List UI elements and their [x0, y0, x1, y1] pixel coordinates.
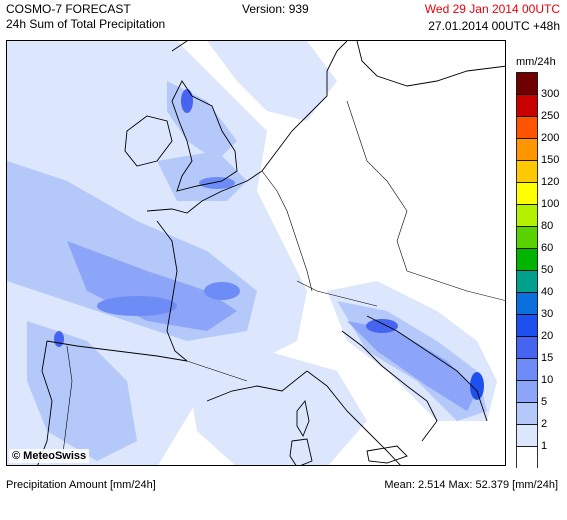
legend-swatch [516, 402, 538, 425]
legend-swatch [516, 248, 538, 271]
coast-corsica [296, 399, 310, 438]
legend-swatch [516, 72, 538, 95]
legend-label: 120 [541, 176, 560, 188]
precip-area-mediterranean [187, 351, 367, 465]
coast-north-sea [261, 41, 348, 172]
coast-sardinia [289, 438, 313, 465]
border-central-europe [406, 270, 505, 301]
coast-med-france [206, 370, 308, 402]
legend-swatch [516, 314, 538, 337]
legend-swatch [516, 204, 538, 227]
legend-unit: mm/24h [516, 56, 556, 68]
legend-swatch [516, 292, 538, 315]
footer-statistics: Mean: 2.514 Max: 52.379 [mm/24h] [384, 479, 558, 491]
product-title: 24h Sum of Total Precipitation [6, 17, 166, 31]
border-alps [296, 280, 378, 307]
legend-label: 2 [541, 418, 548, 430]
legend-label: 300 [541, 88, 560, 100]
precip-core-balkan [347, 321, 477, 411]
border-germany-east [346, 100, 408, 272]
legend-label: 20 [541, 330, 554, 342]
legend-swatch [516, 424, 538, 447]
precip-core-greece [470, 372, 484, 400]
legend-label: 200 [541, 132, 560, 144]
border-spain-portugal [61, 345, 73, 462]
precip-band-channel [157, 151, 247, 201]
legend-label: 10 [541, 374, 554, 386]
precip-band-south-west [27, 321, 137, 461]
legend-swatch [516, 336, 538, 359]
legend-swatch [516, 358, 538, 381]
legend-swatch [516, 94, 538, 117]
legend-swatch [516, 182, 538, 205]
precipitation-map: © MeteoSwiss [6, 40, 506, 466]
coast-italy-west [306, 370, 401, 465]
footer-quantity: Precipitation Amount [mm/24h] [6, 479, 156, 491]
precip-core-italy [366, 319, 398, 333]
precip-area-north [207, 41, 337, 121]
border-france-belgium-germany [261, 170, 313, 292]
border-pyrenees [186, 360, 248, 382]
precip-core-iberia [54, 331, 64, 347]
precip-core-channel [199, 177, 235, 189]
coast-baltic [356, 41, 505, 87]
precip-field [7, 41, 497, 465]
map-canvas [7, 41, 505, 465]
precip-core-biscay-inner [97, 296, 177, 316]
coast-great-britain [171, 41, 238, 192]
version-label: Version: 939 [242, 2, 309, 16]
legend-swatch [516, 446, 538, 468]
legend-label: 100 [541, 198, 560, 210]
legend-label: 15 [541, 352, 554, 364]
legend-label: 50 [541, 264, 554, 276]
legend-label: 30 [541, 308, 554, 320]
coast-iberia-north [46, 340, 188, 362]
coast-italy-east [341, 330, 438, 442]
coast-france-west [156, 220, 188, 362]
precip-core-ireland [181, 89, 193, 113]
legend-label: 40 [541, 286, 554, 298]
precip-core-biscay [67, 241, 237, 331]
legend-label: 1 [541, 440, 548, 452]
coast-sicily [366, 445, 408, 464]
legend-swatch [516, 160, 538, 183]
coast-ireland [124, 115, 173, 167]
legend-label: 250 [541, 110, 560, 122]
legend-label: 60 [541, 242, 554, 254]
legend-label: 80 [541, 220, 554, 232]
precip-core-central-france [204, 282, 240, 300]
run-info: 27.01.2014 00UTC +48h [428, 19, 560, 33]
legend-label: 5 [541, 396, 548, 408]
valid-time: Wed 29 Jan 2014 00UTC [424, 2, 560, 16]
model-title: COSMO-7 FORECAST [6, 2, 131, 16]
coast-adriatic-east [366, 315, 488, 422]
legend-label: 150 [541, 154, 560, 166]
legend-swatch [516, 116, 538, 139]
coastlines [37, 41, 505, 465]
meteoswiss-logo: © MeteoSwiss [9, 449, 90, 463]
coast-france-north [146, 170, 263, 214]
legend-swatch [516, 226, 538, 249]
legend-swatch [516, 270, 538, 293]
legend-swatch [516, 138, 538, 161]
legend-colorbar [516, 72, 538, 468]
borders [61, 100, 505, 462]
legend-swatch [516, 380, 538, 403]
